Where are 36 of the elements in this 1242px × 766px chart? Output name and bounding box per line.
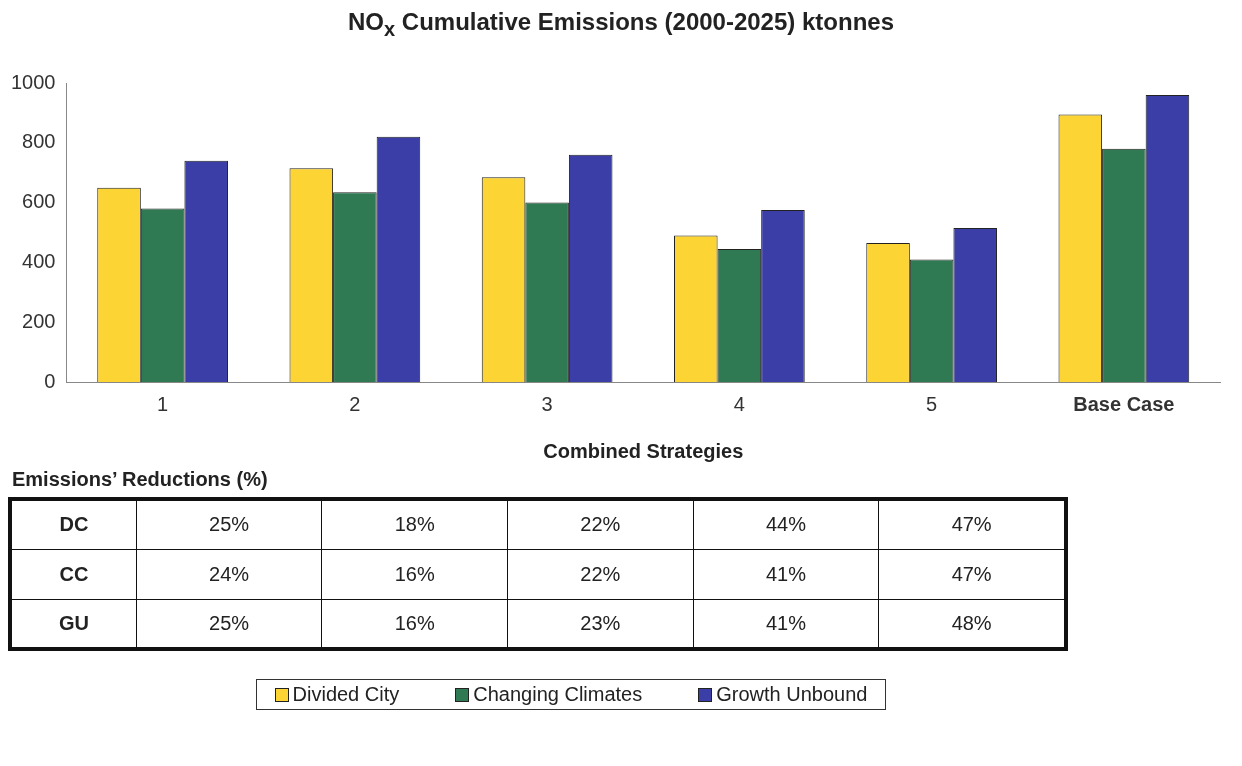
- x-tick-label: 3: [541, 392, 553, 415]
- chart-title: NO$_{x}$ Cumulative Emissions (2000-2025) ktonnes: [347, 8, 895, 42]
- text: 16%: [321, 549, 508, 599]
- text: 47%: [878, 499, 1066, 549]
- text: CC: [10, 549, 137, 599]
- x-axis-title: Combined Strategies: [543, 439, 744, 462]
- legend-label: Changing Climates: [473, 683, 643, 706]
- legend-label: Divided City: [292, 683, 400, 706]
- y-tick-label: 0: [44, 369, 56, 392]
- text: 48%: [878, 599, 1066, 649]
- text: 16%: [321, 599, 508, 649]
- text: 25%: [136, 499, 322, 549]
- y-tick-label: 800: [22, 130, 56, 153]
- text: 47%: [878, 549, 1066, 599]
- x-tick-label: 2: [349, 392, 361, 415]
- text: 41%: [693, 599, 879, 649]
- y-tick-label: 1000: [10, 70, 56, 93]
- text: 44%: [693, 499, 879, 549]
- text: 41%: [693, 549, 879, 599]
- text: Emissions’ Reductions (%): [12, 468, 269, 491]
- x-tick-label: Base Case: [1073, 392, 1175, 415]
- x-tick-label: 5: [926, 392, 938, 415]
- text: 22%: [507, 549, 694, 599]
- text: 24%: [136, 549, 322, 599]
- x-tick-label: 4: [733, 392, 745, 415]
- y-tick-label: 400: [22, 249, 56, 272]
- text: 18%: [321, 499, 508, 549]
- x-tick-label: 1: [157, 392, 169, 415]
- text: 23%: [507, 599, 694, 649]
- legend-label: Growth Unbound: [716, 683, 868, 706]
- text: GU: [10, 599, 137, 649]
- text: DC: [10, 499, 137, 549]
- text: 25%: [136, 599, 322, 649]
- text: 22%: [507, 499, 694, 549]
- y-tick-label: 200: [22, 309, 56, 332]
- y-tick-label: 600: [22, 190, 56, 213]
